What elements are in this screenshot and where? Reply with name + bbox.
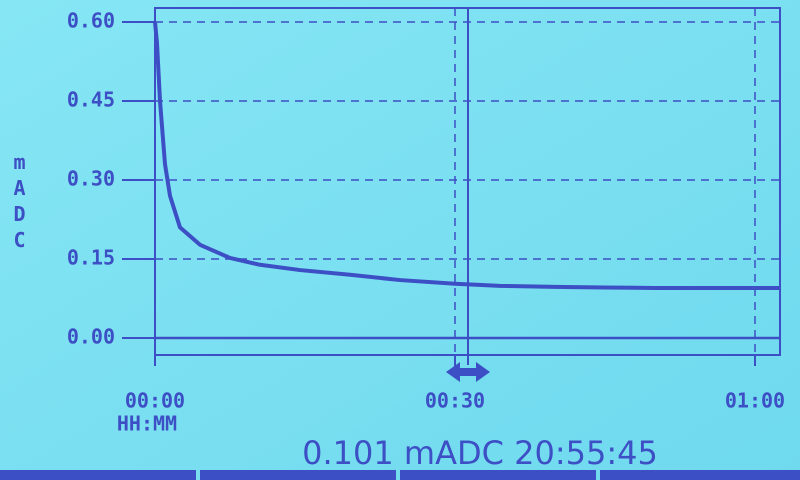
data-line <box>153 21 780 290</box>
readout: 0.101 mADC 20:55:45 <box>302 434 658 472</box>
y-tick-label: 0.60 <box>67 9 115 33</box>
x-tick-label: 00:00 <box>125 389 185 413</box>
y-tick-label: 0.15 <box>67 246 115 270</box>
x-axis-label: HH:MM <box>117 412 177 436</box>
softkey-tab[interactable] <box>400 470 596 480</box>
cursor-marker <box>446 362 490 382</box>
x-tick-label: 01:00 <box>725 389 785 413</box>
softkey-tab[interactable] <box>600 470 800 480</box>
y-tick-label: 0.45 <box>67 88 115 112</box>
y-tick-label: 0.30 <box>67 167 115 191</box>
softkey-tab[interactable] <box>200 470 396 480</box>
y-axis-label: mADC <box>8 150 32 254</box>
x-tick-label: 00:30 <box>425 389 485 413</box>
softkey-tab[interactable] <box>0 470 196 480</box>
y-tick-label: 0.00 <box>67 325 115 349</box>
